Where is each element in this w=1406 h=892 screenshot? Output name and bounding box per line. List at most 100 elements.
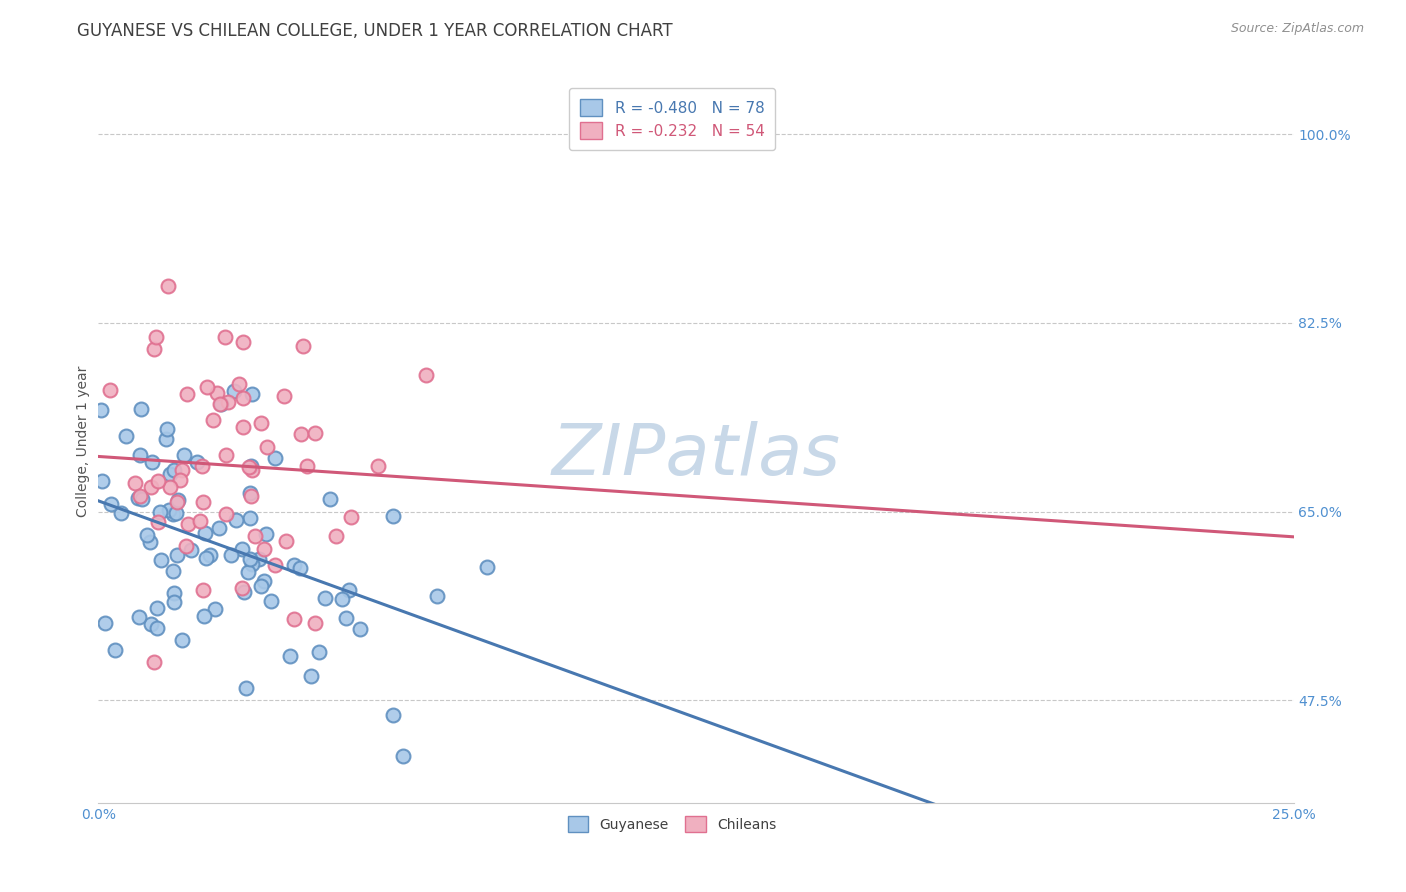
Point <box>252 574 274 589</box>
Point <box>475 560 498 574</box>
Point <box>145 621 167 635</box>
Point <box>276 533 298 548</box>
Point <box>215 507 238 521</box>
Point <box>232 391 254 405</box>
Point <box>240 558 263 572</box>
Point <box>100 497 122 511</box>
Point <box>145 330 167 344</box>
Text: GUYANESE VS CHILEAN COLLEGE, UNDER 1 YEAR CORRELATION CHART: GUYANESE VS CHILEAN COLLEGE, UNDER 1 YEA… <box>77 22 673 40</box>
Point <box>156 278 179 293</box>
Point <box>146 515 169 529</box>
Point <box>146 474 169 488</box>
Text: Source: ZipAtlas.com: Source: ZipAtlas.com <box>1230 22 1364 36</box>
Point <box>166 548 188 562</box>
Point <box>232 420 254 434</box>
Point <box>259 594 281 608</box>
Point <box>299 668 322 682</box>
Point <box>170 463 193 477</box>
Point <box>188 514 211 528</box>
Point <box>283 612 305 626</box>
Point <box>235 681 257 695</box>
Point <box>163 595 186 609</box>
Point <box>249 416 271 430</box>
Point <box>169 473 191 487</box>
Point <box>150 553 173 567</box>
Point <box>110 506 132 520</box>
Point <box>221 548 243 562</box>
Point <box>367 458 389 473</box>
Point <box>90 403 112 417</box>
Point <box>222 384 245 398</box>
Point <box>250 579 273 593</box>
Point <box>128 610 150 624</box>
Point <box>225 513 247 527</box>
Point <box>215 448 238 462</box>
Point <box>240 489 263 503</box>
Point <box>308 645 330 659</box>
Point <box>209 397 232 411</box>
Legend: Guyanese, Chileans: Guyanese, Chileans <box>561 809 783 839</box>
Point <box>256 440 278 454</box>
Point <box>238 460 260 475</box>
Point <box>165 506 187 520</box>
Point <box>207 521 229 535</box>
Point <box>191 495 214 509</box>
Point <box>239 511 262 525</box>
Point <box>149 505 172 519</box>
Point <box>186 455 208 469</box>
Point <box>94 616 117 631</box>
Point <box>191 583 214 598</box>
Point <box>98 383 121 397</box>
Point <box>253 542 276 557</box>
Point <box>278 649 301 664</box>
Point <box>159 467 181 482</box>
Point <box>288 561 311 575</box>
Point <box>136 528 159 542</box>
Point <box>104 643 127 657</box>
Point <box>204 601 226 615</box>
Point <box>159 480 181 494</box>
Point <box>129 402 152 417</box>
Point <box>194 551 217 566</box>
Point <box>319 491 342 506</box>
Point <box>283 558 305 572</box>
Point <box>163 463 186 477</box>
Point <box>155 433 177 447</box>
Point <box>232 334 254 349</box>
Point <box>304 615 326 630</box>
Point <box>124 475 146 490</box>
Point <box>131 492 153 507</box>
Point <box>290 426 312 441</box>
Point <box>256 527 278 541</box>
Point <box>240 387 263 401</box>
Point <box>194 526 217 541</box>
Point <box>415 368 437 383</box>
Point <box>239 486 262 500</box>
Point <box>162 564 184 578</box>
Point <box>128 489 150 503</box>
Point <box>163 586 186 600</box>
Point <box>239 459 262 474</box>
Point <box>292 339 315 353</box>
Point <box>249 551 271 566</box>
Point <box>238 566 260 580</box>
Point <box>139 480 162 494</box>
Point <box>239 552 262 566</box>
Point <box>231 541 253 556</box>
Point <box>162 507 184 521</box>
Point <box>426 589 449 603</box>
Point <box>304 425 326 440</box>
Point <box>263 558 285 572</box>
Point <box>392 749 415 764</box>
Point <box>114 429 136 443</box>
Point <box>176 387 198 401</box>
Point <box>176 517 198 532</box>
Point <box>166 492 188 507</box>
Point <box>232 584 254 599</box>
Point <box>217 395 239 409</box>
Point <box>228 376 250 391</box>
Point <box>325 529 347 543</box>
Point <box>314 591 336 605</box>
Point <box>349 622 371 636</box>
Point <box>172 633 194 648</box>
